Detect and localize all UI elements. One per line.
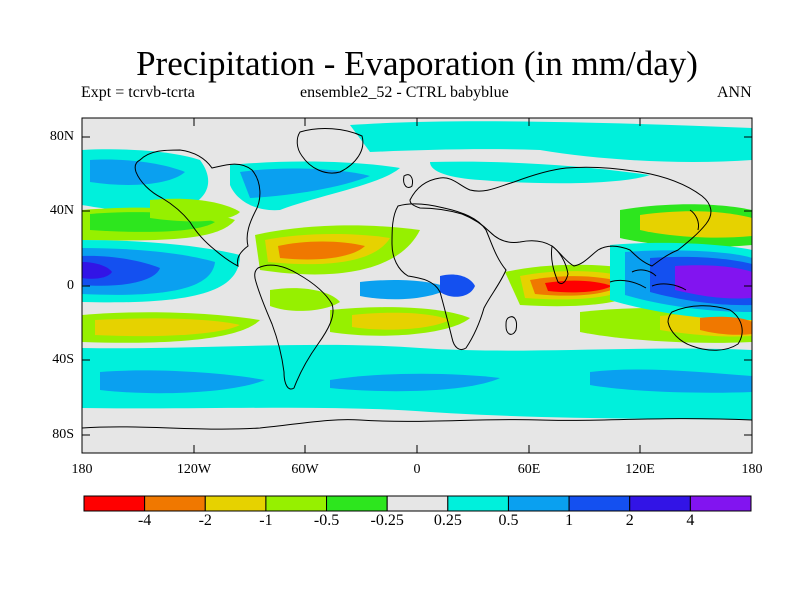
coastlines	[82, 128, 752, 430]
lon-label-120w: 120W	[176, 462, 212, 477]
lat-label-80n: 80N	[49, 129, 74, 144]
colorbar-box	[144, 495, 206, 512]
colorbar-box	[326, 495, 388, 512]
colorbar-box	[204, 495, 267, 512]
south-america-green	[270, 288, 340, 311]
india-coast	[551, 245, 569, 285]
ensemble-label: ensemble2_52 - CTRL babyblue	[300, 84, 509, 101]
australia-coast	[667, 305, 743, 351]
central-pacific-purple	[82, 262, 112, 279]
atlantic-dry-orange	[278, 241, 365, 260]
lon-label-120e: 120E	[625, 462, 655, 477]
map-field	[82, 118, 752, 453]
season-label: ANN	[717, 84, 752, 101]
lon-label-60e: 60E	[517, 462, 541, 477]
colorbar-box	[629, 495, 691, 512]
australia-orange	[700, 316, 752, 335]
atlantic-equator-blue	[360, 280, 450, 300]
lon-label-60w: 60W	[291, 462, 319, 477]
colorbar	[83, 495, 752, 512]
africa-blue	[440, 274, 475, 297]
lon-label-180w: 180	[71, 462, 93, 477]
colorbar-box	[83, 495, 146, 512]
lat-label-40n: 40N	[49, 203, 74, 218]
central-pacific-dblue	[82, 255, 160, 286]
colorbar-label: -0.25	[370, 512, 404, 529]
south-atlantic-yellow	[352, 312, 450, 330]
colorbar-label: 0.5	[498, 512, 519, 529]
north-pacific-blue	[90, 159, 185, 185]
lat-label-40s: 40S	[52, 352, 74, 367]
south-pacific-yellow	[95, 318, 240, 337]
colorbar-label: -4	[137, 512, 152, 529]
lon-label-0: 0	[413, 462, 421, 477]
colorbar-label: 4	[686, 512, 695, 529]
europe-asia-coast	[409, 166, 712, 267]
figure-title: Precipitation - Evaporation (in mm/day)	[136, 44, 698, 83]
south-america-coast	[254, 264, 334, 390]
indonesia-coast	[609, 269, 687, 291]
southern-ocean-blue-2	[330, 373, 500, 392]
southern-ocean-blue-3	[590, 369, 752, 393]
experiment-label: Expt = tcrvb-tcrta	[81, 84, 195, 101]
lat-label-80s: 80S	[52, 427, 74, 442]
west-pacific-yellow	[640, 211, 752, 238]
lon-label-180e: 180	[741, 462, 763, 477]
colorbar-label: 1	[565, 512, 574, 529]
colorbar-label: 0.25	[433, 512, 462, 529]
colorbar-box	[507, 495, 570, 512]
japan-coast	[689, 209, 699, 231]
southern-ocean-blue-1	[100, 370, 265, 394]
colorbar-box	[386, 495, 449, 512]
colorbar-label: -0.5	[313, 512, 340, 529]
west-pacific-purple	[675, 265, 752, 299]
north-america-green	[150, 198, 240, 222]
north-america-coast	[134, 149, 261, 267]
antarctica-coast	[82, 418, 752, 430]
colorbar-box	[689, 495, 752, 512]
madagascar-coast	[505, 316, 517, 335]
arctic-cyan	[350, 121, 752, 162]
uk-coast	[403, 174, 413, 189]
colorbar-label: -1	[259, 512, 273, 529]
colorbar-box	[447, 495, 509, 512]
lat-label-0: 0	[67, 278, 74, 293]
africa-coast	[391, 203, 507, 351]
colorbar-label: 2	[625, 512, 634, 529]
colorbar-label: -2	[198, 512, 212, 529]
tick-marks	[81, 118, 753, 453]
north-atlantic-blue	[240, 168, 370, 198]
colorbar-box	[568, 495, 631, 512]
greenland-coast	[296, 128, 364, 174]
colorbar-box	[265, 495, 328, 512]
eurasia-cyan	[430, 161, 650, 184]
